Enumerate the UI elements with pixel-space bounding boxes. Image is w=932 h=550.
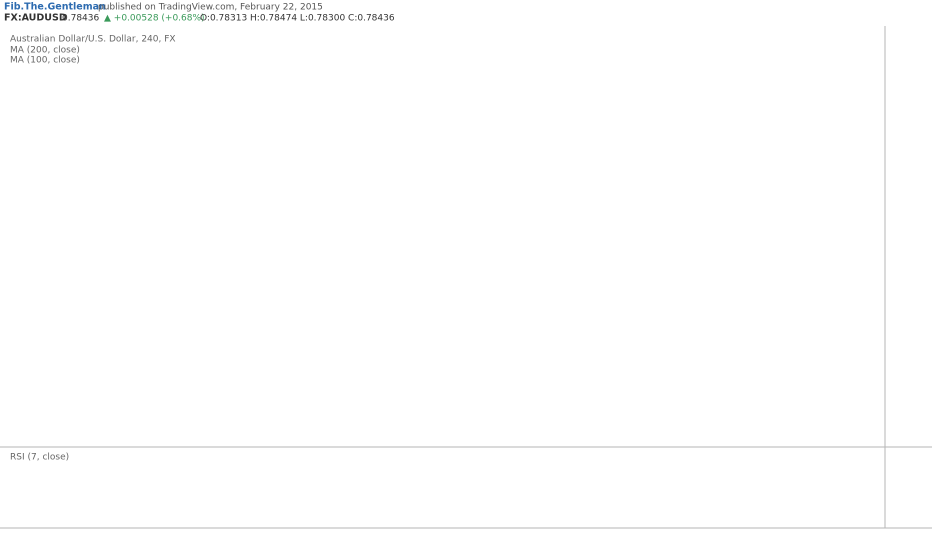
chart-title: Australian Dollar/U.S. Dollar, 240, FX (10, 35, 176, 45)
ohlc: O:0.78313 H:0.78474 L:0.78300 C:0.78436 (200, 14, 395, 24)
change: ▲ +0.00528 (+0.68%) (104, 14, 205, 24)
legend-entry: MA (100, close) (10, 56, 80, 66)
symbol: FX:AUDUSD (4, 13, 67, 24)
rsi-title: RSI (7, close) (10, 453, 69, 463)
author: Fib.The.Gentleman (4, 2, 106, 13)
last-price: 0.78436 (62, 14, 99, 24)
legend-entry: MA (200, close) (10, 46, 80, 56)
published: published on TradingView.com, February 2… (98, 3, 323, 13)
